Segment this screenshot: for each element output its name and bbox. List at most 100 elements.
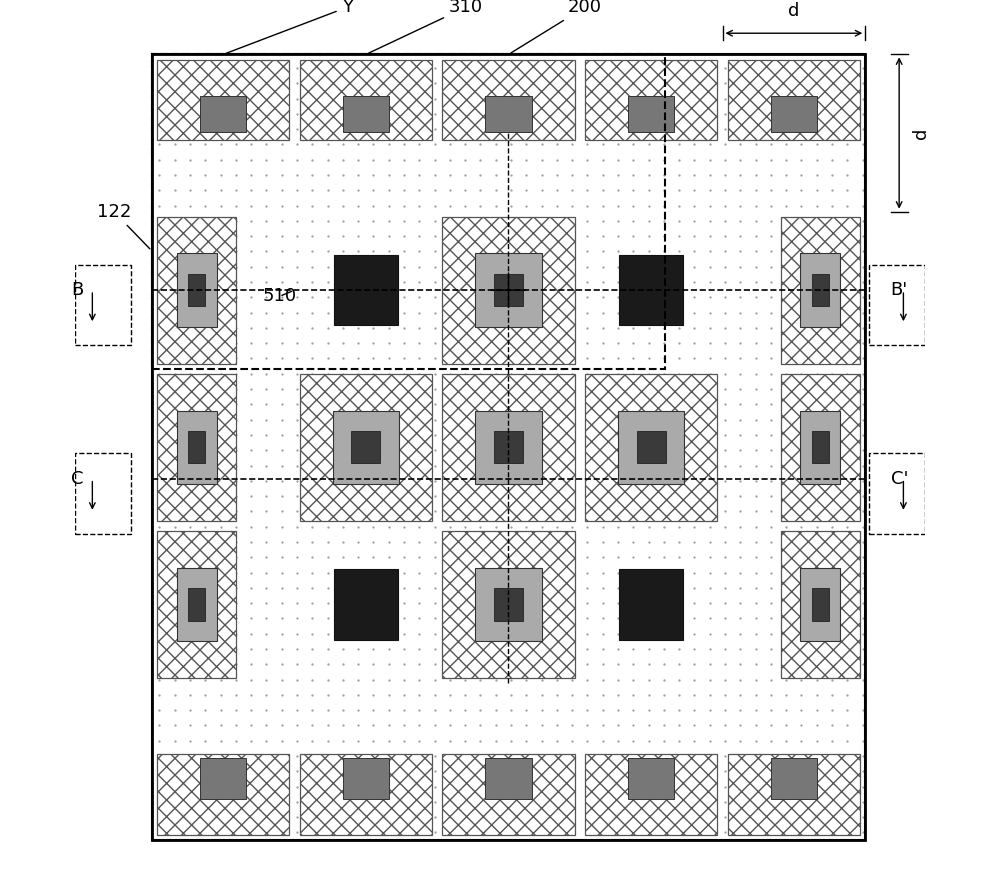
Point: [702, 520, 718, 534]
Point: [656, 321, 672, 335]
Point: [534, 184, 550, 198]
Point: [197, 306, 213, 320]
Point: [793, 61, 809, 75]
Point: [809, 733, 825, 747]
Point: [457, 642, 473, 656]
Point: [151, 92, 167, 106]
Text: d: d: [788, 3, 800, 20]
Point: [488, 596, 504, 610]
Point: [686, 672, 702, 686]
Point: [442, 153, 458, 167]
Point: [457, 703, 473, 717]
Point: [579, 336, 595, 350]
Point: [243, 61, 259, 75]
Point: [534, 596, 550, 610]
Point: [320, 565, 336, 579]
Point: [625, 398, 641, 412]
Point: [595, 290, 611, 304]
Point: [243, 214, 259, 228]
Point: [518, 718, 534, 732]
Point: [274, 520, 290, 534]
Point: [518, 520, 534, 534]
Point: [381, 733, 397, 747]
Point: [595, 306, 611, 320]
Point: [335, 92, 351, 106]
Point: [625, 688, 641, 702]
Point: [671, 688, 687, 702]
Point: [381, 520, 397, 534]
Point: [228, 794, 244, 808]
Point: [411, 153, 427, 167]
Point: [564, 321, 580, 335]
Point: [732, 428, 748, 442]
Point: [472, 229, 488, 243]
Point: [258, 657, 274, 671]
Point: [671, 504, 687, 518]
Point: [503, 336, 519, 350]
Point: [824, 122, 840, 136]
Point: [457, 275, 473, 289]
Point: [595, 688, 611, 702]
Point: [274, 474, 290, 488]
Point: [686, 627, 702, 641]
Point: [197, 137, 213, 151]
Bar: [442, 754, 575, 835]
Point: [595, 612, 611, 626]
Point: [427, 398, 443, 412]
Point: [151, 137, 167, 151]
Point: [809, 810, 825, 824]
Point: [213, 565, 229, 579]
Point: [381, 794, 397, 808]
Point: [564, 168, 580, 182]
Point: [641, 382, 657, 396]
Point: [824, 290, 840, 304]
Point: [671, 596, 687, 610]
Point: [427, 198, 443, 212]
Point: [518, 61, 534, 75]
Point: [549, 489, 565, 503]
Point: [213, 672, 229, 686]
Point: [656, 627, 672, 641]
Point: [304, 565, 320, 579]
Point: [793, 581, 809, 595]
Point: [381, 596, 397, 610]
Point: [717, 551, 733, 565]
Point: [167, 107, 183, 121]
Point: [839, 535, 855, 549]
Point: [778, 321, 794, 335]
Point: [258, 764, 274, 778]
Point: [717, 107, 733, 121]
Point: [717, 153, 733, 167]
Point: [732, 688, 748, 702]
Point: [320, 612, 336, 626]
Point: [427, 794, 443, 808]
Point: [503, 780, 519, 794]
Point: [243, 336, 259, 350]
Point: [442, 367, 458, 381]
Point: [732, 627, 748, 641]
Point: [518, 245, 534, 259]
Point: [732, 551, 748, 565]
Point: [549, 153, 565, 167]
Point: [472, 504, 488, 518]
Point: [702, 535, 718, 549]
Point: [564, 627, 580, 641]
Point: [335, 565, 351, 579]
Point: [518, 336, 534, 350]
Point: [457, 198, 473, 212]
Point: [320, 351, 336, 365]
Point: [579, 245, 595, 259]
Point: [564, 61, 580, 75]
Point: [503, 794, 519, 808]
Point: [809, 367, 825, 381]
Bar: [157, 59, 289, 141]
Point: [824, 351, 840, 365]
Point: [151, 398, 167, 412]
Point: [717, 245, 733, 259]
Point: [457, 565, 473, 579]
Point: [748, 76, 764, 90]
Point: [274, 672, 290, 686]
Point: [641, 61, 657, 75]
Point: [824, 107, 840, 121]
Point: [824, 596, 840, 610]
